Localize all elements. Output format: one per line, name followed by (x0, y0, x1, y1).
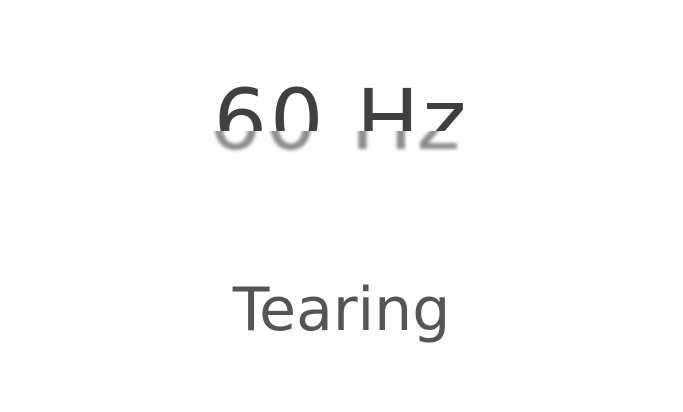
refresh-rate-label-torn: 60 Hz (0, 131, 677, 162)
tear-slice-upper: 60 Hz (0, 60, 683, 131)
tearing-illustration: 60 Hz 60 Hz (0, 60, 683, 180)
tear-slice-lower: 60 Hz (0, 131, 683, 171)
caption-title: Tearing (232, 275, 451, 345)
refresh-rate-label: 60 Hz (213, 71, 470, 131)
